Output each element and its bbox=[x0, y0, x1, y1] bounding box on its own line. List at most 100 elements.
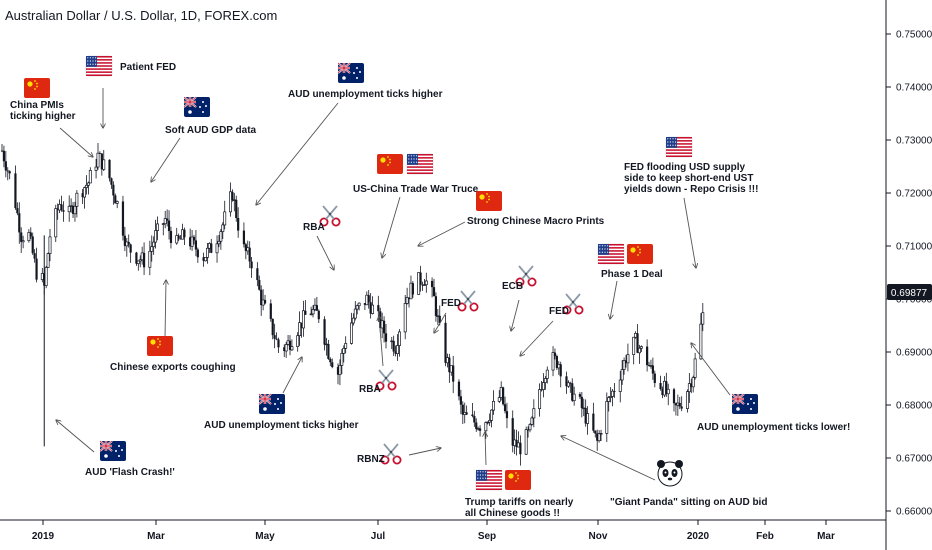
candle bbox=[275, 332, 278, 341]
candle bbox=[566, 380, 570, 388]
candle bbox=[365, 291, 369, 306]
annotation-text: AUD unemployment ticks lower! bbox=[697, 422, 850, 433]
annotation-arrow bbox=[610, 280, 618, 319]
price-axis[interactable]: 0.750000.740000.730000.720000.710000.700… bbox=[885, 0, 932, 550]
candle bbox=[300, 322, 303, 338]
annotation-text: yields down - Repo Crisis !!! bbox=[624, 184, 758, 195]
candle bbox=[687, 373, 691, 403]
annotation-arrow bbox=[408, 448, 441, 456]
last-price-value: 0.69877 bbox=[891, 288, 928, 299]
candle bbox=[16, 202, 19, 216]
australia-flag-icon bbox=[183, 96, 210, 117]
candle bbox=[569, 381, 572, 393]
candle bbox=[557, 361, 561, 375]
candle bbox=[167, 210, 171, 240]
candle bbox=[205, 242, 209, 264]
candle bbox=[8, 170, 11, 180]
candle bbox=[430, 277, 434, 298]
candle bbox=[194, 229, 198, 257]
candle bbox=[434, 292, 438, 322]
candle bbox=[565, 371, 568, 394]
candle bbox=[2, 145, 6, 168]
candle bbox=[490, 409, 494, 428]
candle bbox=[594, 430, 597, 438]
candle bbox=[436, 309, 440, 325]
candle bbox=[513, 429, 517, 455]
china-flag-icon bbox=[476, 191, 502, 211]
candle bbox=[503, 396, 507, 414]
candle bbox=[457, 379, 461, 401]
last-price-tag: 0.69877 bbox=[887, 284, 932, 300]
annotation-arrow bbox=[434, 312, 447, 333]
candle bbox=[114, 193, 117, 204]
candle bbox=[217, 235, 221, 248]
australia-flag-icon bbox=[337, 62, 364, 83]
candle bbox=[96, 143, 100, 170]
candle bbox=[221, 222, 225, 239]
candle bbox=[115, 200, 119, 209]
annotation-text: Chinese exports coughing bbox=[110, 362, 236, 373]
us-flag-icon bbox=[406, 153, 434, 175]
australia-flag-icon bbox=[99, 440, 126, 461]
candle bbox=[651, 357, 654, 380]
scissors-icon bbox=[375, 369, 397, 391]
candle bbox=[27, 229, 31, 243]
us-flag-icon bbox=[475, 469, 503, 491]
candle bbox=[127, 234, 130, 248]
candle bbox=[599, 429, 603, 441]
candle bbox=[411, 281, 414, 298]
candle bbox=[156, 216, 159, 241]
candle bbox=[269, 299, 272, 322]
candle bbox=[296, 332, 300, 352]
candle bbox=[445, 353, 449, 368]
candle bbox=[177, 233, 180, 242]
candle bbox=[678, 396, 681, 410]
candle bbox=[492, 390, 495, 415]
annotation-arrow bbox=[520, 320, 554, 356]
candle bbox=[33, 249, 36, 263]
candle bbox=[202, 252, 205, 267]
candle bbox=[204, 257, 207, 262]
scissors-icon bbox=[457, 290, 479, 312]
annotation-arrow bbox=[165, 280, 166, 339]
candle bbox=[543, 376, 547, 390]
candle bbox=[336, 363, 340, 385]
candle bbox=[67, 195, 71, 222]
candle bbox=[263, 294, 267, 305]
annotation-giant-panda: "Giant Panda" sitting on AUD bid bbox=[610, 460, 767, 508]
candle bbox=[609, 387, 613, 403]
candle bbox=[392, 335, 395, 356]
candle bbox=[486, 421, 490, 425]
annotation-arrow bbox=[56, 420, 95, 453]
candle bbox=[488, 413, 492, 426]
panda-icon bbox=[657, 460, 683, 487]
candle bbox=[323, 316, 326, 351]
candle bbox=[555, 354, 558, 371]
candle bbox=[680, 396, 683, 412]
annotation-text: FED bbox=[549, 306, 569, 317]
candle bbox=[424, 272, 428, 293]
candle bbox=[524, 426, 528, 455]
candle bbox=[572, 386, 576, 406]
candle bbox=[618, 370, 622, 403]
candle bbox=[73, 201, 77, 222]
annotation-aud-flash-crash: AUD 'Flash Crash!' bbox=[85, 440, 175, 478]
time-axis[interactable]: 2019 Mar May Jul Sep Nov 2020 Feb Mar bbox=[0, 519, 886, 542]
candle bbox=[261, 289, 265, 311]
annotation-phase-1-deal: Phase 1 Deal bbox=[597, 243, 663, 280]
time-tick-label: Feb bbox=[756, 531, 774, 542]
candle bbox=[582, 398, 586, 417]
candle bbox=[237, 207, 240, 238]
candle bbox=[342, 345, 346, 363]
candle bbox=[419, 265, 422, 292]
australia-flag-icon bbox=[258, 393, 285, 414]
time-tick-label: Sep bbox=[478, 531, 496, 542]
candle bbox=[351, 313, 355, 326]
candle bbox=[100, 153, 103, 176]
annotation-arrow bbox=[418, 221, 466, 246]
annotation-arrow bbox=[561, 436, 656, 481]
candle bbox=[502, 386, 505, 406]
candle bbox=[471, 402, 474, 418]
candle bbox=[353, 301, 357, 321]
